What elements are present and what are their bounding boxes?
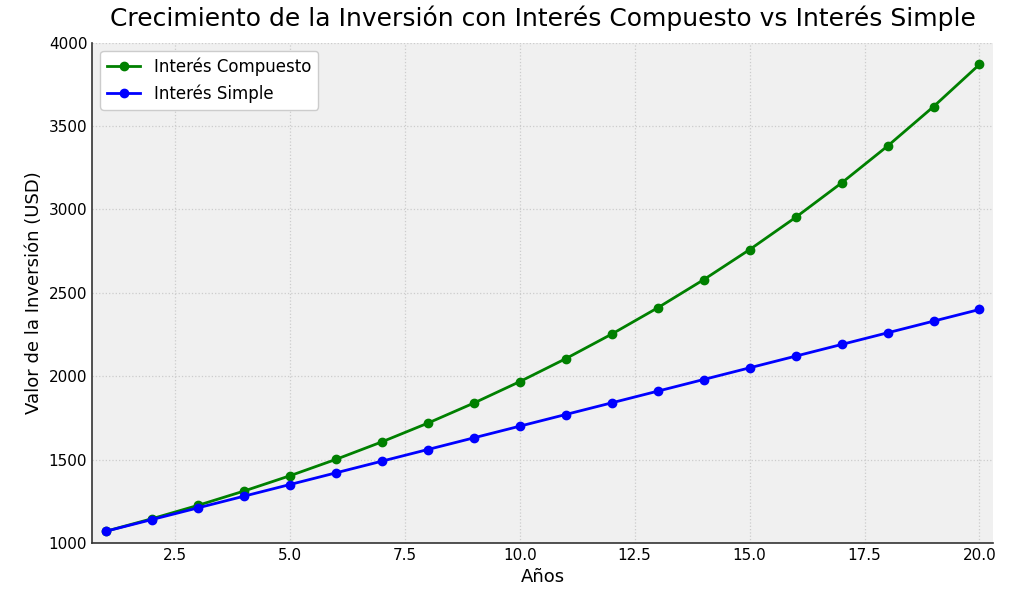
Interés Compuesto	[99, 528, 112, 535]
Interés Compuesto	[605, 331, 617, 338]
Interés Compuesto	[882, 142, 894, 149]
Interés Simple	[422, 446, 434, 453]
Interés Simple	[928, 317, 940, 325]
Interés Compuesto	[145, 515, 158, 522]
Interés Compuesto	[974, 61, 986, 68]
Interés Simple	[238, 492, 250, 500]
Interés Compuesto	[284, 472, 296, 479]
Interés Compuesto	[697, 276, 710, 284]
Interés Simple	[651, 387, 664, 395]
Interés Compuesto	[191, 501, 204, 509]
Interés Compuesto	[836, 179, 848, 187]
Interés Compuesto	[514, 378, 526, 386]
Interés Compuesto	[376, 438, 388, 445]
Interés Compuesto	[330, 456, 342, 463]
Interés Simple	[376, 458, 388, 465]
Interés Simple	[468, 434, 480, 442]
Line: Interés Simple: Interés Simple	[101, 306, 984, 536]
Interés Simple	[697, 376, 710, 383]
Interés Compuesto	[238, 487, 250, 495]
Interés Simple	[836, 341, 848, 348]
Line: Interés Compuesto: Interés Compuesto	[101, 60, 984, 536]
Interés Simple	[974, 306, 986, 313]
Interés Simple	[191, 504, 204, 512]
X-axis label: Años: Años	[520, 569, 565, 586]
Interés Simple	[605, 399, 617, 406]
Y-axis label: Valor de la Inversión (USD): Valor de la Inversión (USD)	[26, 171, 43, 414]
Interés Simple	[743, 364, 756, 371]
Interés Simple	[99, 528, 112, 535]
Interés Simple	[790, 353, 802, 360]
Legend: Interés Compuesto, Interés Simple: Interés Compuesto, Interés Simple	[100, 51, 317, 110]
Interés Compuesto	[422, 420, 434, 427]
Interés Simple	[145, 516, 158, 523]
Interés Simple	[882, 329, 894, 337]
Title: Crecimiento de la Inversión con Interés Compuesto vs Interés Simple: Crecimiento de la Inversión con Interés …	[110, 5, 976, 31]
Interés Simple	[284, 481, 296, 488]
Interés Compuesto	[468, 400, 480, 407]
Interés Simple	[559, 411, 571, 418]
Interés Compuesto	[790, 214, 802, 221]
Interés Simple	[514, 423, 526, 430]
Interés Compuesto	[559, 355, 571, 362]
Interés Simple	[330, 469, 342, 476]
Interés Compuesto	[928, 103, 940, 110]
Interés Compuesto	[743, 246, 756, 253]
Interés Compuesto	[651, 304, 664, 312]
